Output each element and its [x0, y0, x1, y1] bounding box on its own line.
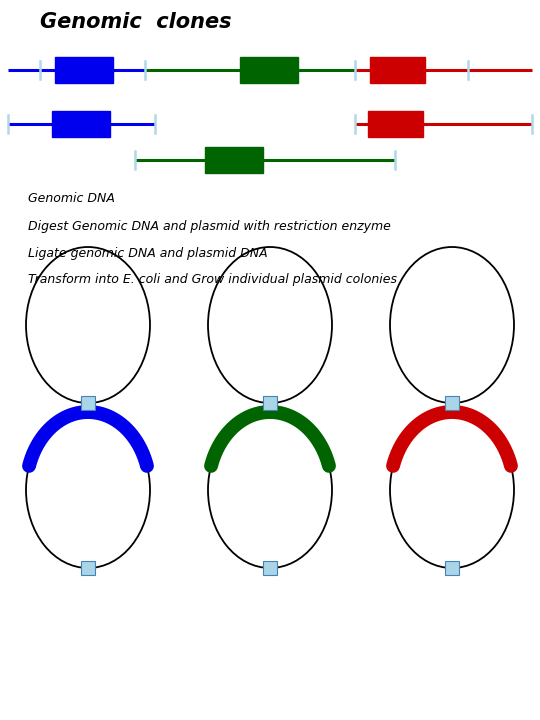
Ellipse shape — [26, 247, 150, 403]
Bar — [370, 57, 425, 83]
Text: Ligate genomic DNA and plasmid DNA: Ligate genomic DNA and plasmid DNA — [28, 247, 268, 260]
FancyBboxPatch shape — [263, 561, 277, 575]
Ellipse shape — [390, 412, 514, 568]
FancyBboxPatch shape — [81, 396, 95, 410]
Text: Digest Genomic DNA and plasmid with restriction enzyme: Digest Genomic DNA and plasmid with rest… — [28, 220, 391, 233]
Bar — [368, 111, 423, 137]
Bar — [55, 57, 113, 83]
Text: Genomic DNA: Genomic DNA — [28, 192, 115, 205]
Ellipse shape — [390, 247, 514, 403]
Ellipse shape — [208, 247, 332, 403]
Bar — [240, 57, 298, 83]
FancyBboxPatch shape — [81, 561, 95, 575]
Text: Transform into E. coli and Grow individual plasmid colonies: Transform into E. coli and Grow individu… — [28, 273, 397, 286]
Text: Genomic  clones: Genomic clones — [40, 12, 232, 32]
Ellipse shape — [208, 412, 332, 568]
FancyBboxPatch shape — [445, 561, 459, 575]
Bar — [205, 147, 263, 173]
Bar — [52, 111, 110, 137]
FancyBboxPatch shape — [445, 396, 459, 410]
FancyBboxPatch shape — [263, 396, 277, 410]
Ellipse shape — [26, 412, 150, 568]
